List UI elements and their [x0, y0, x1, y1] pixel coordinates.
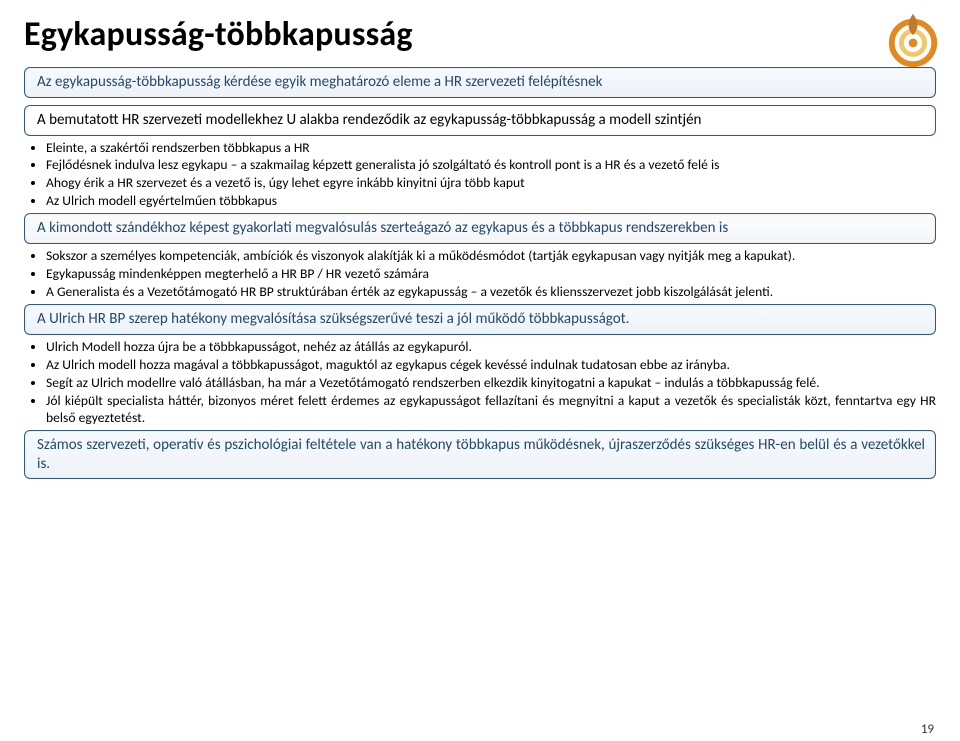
bullets-models: Eleinte, a szakértői rendszerben többkap… — [24, 139, 936, 210]
box-intro: Az egykapusság-többkapusság kérdése egyi… — [24, 67, 936, 98]
list-item: Eleinte, a szakértői rendszerben többkap… — [46, 139, 936, 156]
page-title: Egykapusság-többkapusság — [24, 14, 936, 55]
box-conditions: Számos szervezeti, operatív és pszicholó… — [24, 430, 936, 480]
box-practice: A kimondott szándékhoz képest gyakorlati… — [24, 213, 936, 244]
list-item: Az Ulrich modell hozza magával a többkap… — [46, 356, 936, 373]
bullets-practice: Sokszor a személyes kompetenciák, ambíci… — [24, 247, 936, 300]
box-ulrich: A Ulrich HR BP szerep hatékony megvalósí… — [24, 304, 936, 335]
bullets-ulrich: Ulrich Modell hozza újra be a többkapuss… — [24, 338, 936, 426]
list-item: A Generalista és a Vezetőtámogató HR BP … — [46, 283, 936, 300]
list-item: Segít az Ulrich modellre való átállásban… — [46, 374, 936, 391]
list-item: Ahogy érik a HR szervezet és a vezető is… — [46, 174, 936, 191]
page-number: 19 — [921, 722, 934, 737]
list-item: Ulrich Modell hozza újra be a többkapuss… — [46, 338, 936, 355]
list-item: Fejlődésnek indulva lesz egykapu – a sza… — [46, 156, 936, 173]
list-item: Az Ulrich modell egyértelműen többkapus — [46, 192, 936, 209]
list-item: Sokszor a személyes kompetenciák, ambíci… — [46, 247, 936, 264]
list-item: Egykapusság mindenképpen megterhelő a HR… — [46, 265, 936, 282]
list-item: Jól kiépült specialista háttér, bizonyos… — [46, 392, 936, 426]
brand-logo-icon — [884, 10, 942, 68]
box-models: A bemutatott HR szervezeti modellekhez U… — [24, 105, 936, 136]
